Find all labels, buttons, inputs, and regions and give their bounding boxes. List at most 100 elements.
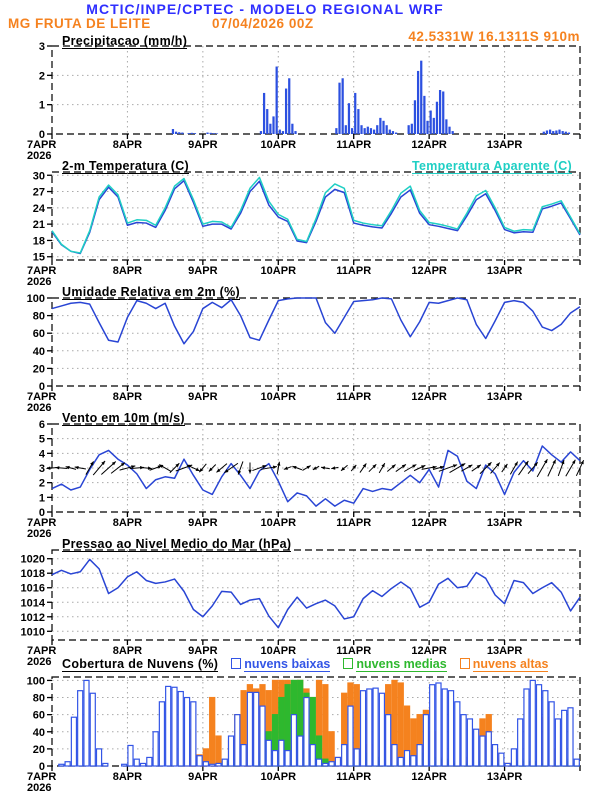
cloud-bar-cloud_low_blue bbox=[429, 684, 436, 767]
model-title: MCTIC/INPE/CPTEC - MODELO REGIONAL WRF bbox=[86, 1, 444, 17]
y-tick-label: 1 bbox=[39, 100, 45, 112]
precip-bar bbox=[174, 131, 178, 134]
x-day-label: 13APR bbox=[487, 771, 523, 783]
precip-bar bbox=[360, 125, 363, 134]
precip-bar bbox=[344, 125, 347, 134]
panel-title-pressure: Pressao ao Nivel Medio do Mar (hPa) bbox=[62, 537, 292, 552]
wind-vector-head bbox=[237, 470, 242, 475]
x-year-label: 2026 bbox=[27, 276, 51, 288]
precip-bar bbox=[291, 123, 294, 134]
precip-bar bbox=[555, 130, 558, 134]
wind-vector-head bbox=[468, 464, 473, 469]
y-tick-label: 27 bbox=[33, 187, 45, 199]
x-day-label: 10APR bbox=[261, 645, 297, 657]
wind-vector-head bbox=[524, 461, 529, 466]
precip-bar bbox=[416, 70, 420, 134]
precip-bar bbox=[545, 130, 549, 134]
cloud-bar-cloud_low_blue bbox=[290, 714, 298, 767]
cloud-bar-cloud_low_blue bbox=[441, 688, 448, 767]
legend-swatch-mid-clouds-icon bbox=[343, 658, 354, 669]
cloud-bar-cloud_low_blue bbox=[473, 728, 480, 767]
precip-bar bbox=[435, 101, 439, 134]
x-day-label: 9APR bbox=[188, 265, 217, 277]
precip-bar bbox=[366, 126, 369, 134]
cloud-bar-cloud_low_blue bbox=[102, 762, 109, 767]
cloud-bar-cloud_low_blue bbox=[479, 735, 486, 767]
cloud-bar-cloud_low_blue bbox=[177, 690, 184, 767]
y-tick-label: 1010 bbox=[21, 626, 45, 638]
wind-vector-head bbox=[496, 462, 500, 467]
x-day-label: 10APR bbox=[261, 265, 297, 277]
precip-bar bbox=[269, 123, 272, 134]
wind-vector-head bbox=[381, 463, 385, 468]
cloud-bar-cloud_low_blue bbox=[315, 758, 323, 767]
wind-vector-head bbox=[391, 464, 396, 469]
panel-title-clouds: Cobertura de Nuvens (%) bbox=[62, 657, 219, 672]
x-day-label: 11APR bbox=[336, 391, 371, 403]
y-tick-label: 80 bbox=[33, 693, 45, 705]
precip-bar bbox=[552, 131, 555, 134]
cloud-bar-cloud_low_blue bbox=[454, 701, 461, 767]
x-day-label: 11APR bbox=[336, 139, 371, 151]
precip-bar bbox=[451, 131, 454, 134]
y-tick-label: 0 bbox=[39, 507, 45, 519]
precip-bar bbox=[341, 78, 344, 134]
cloud-bar-cloud_low_blue bbox=[133, 758, 140, 767]
panel-title-temperature: 2-m Temperatura (C) bbox=[62, 159, 190, 174]
cloud-bar-cloud_low_blue bbox=[64, 761, 71, 767]
wind-vector-head bbox=[90, 461, 94, 466]
wind-vector-head bbox=[111, 461, 116, 466]
cloud-bar-cloud_low_blue bbox=[435, 682, 442, 767]
y-tick-label: 3 bbox=[39, 41, 45, 53]
cloud-bar-cloud_low_blue bbox=[196, 755, 203, 767]
precip-bar bbox=[294, 131, 297, 134]
cloud-bar-cloud_low_blue bbox=[139, 762, 147, 767]
y-tick-label: 20 bbox=[33, 363, 45, 375]
cloud-bar-cloud_low_blue bbox=[372, 687, 379, 767]
cloud-bar-cloud_low_blue bbox=[485, 731, 492, 767]
wind-vector-head bbox=[503, 464, 508, 469]
cloud-bar-cloud_low_blue bbox=[171, 686, 178, 767]
x-day-label: 13APR bbox=[487, 391, 523, 403]
x-day-label: 9APR bbox=[188, 645, 217, 657]
cloud-bar-cloud_low_blue bbox=[397, 756, 404, 767]
cloud-bar-cloud_low_blue bbox=[573, 758, 580, 767]
precip-bar bbox=[385, 125, 388, 134]
y-tick-label: 6 bbox=[39, 419, 45, 431]
wind-vector-head bbox=[514, 461, 518, 466]
precip-bar bbox=[281, 131, 285, 134]
wind-vector-head bbox=[452, 464, 458, 468]
x-year-label: 2026 bbox=[27, 402, 51, 414]
cloud-bar-cloud_low_blue bbox=[385, 714, 392, 767]
legend-item-nuvens-medias: nuvens medias bbox=[343, 658, 447, 672]
wind-vector-head bbox=[131, 465, 136, 469]
cloud-bar-cloud_low_blue bbox=[554, 718, 562, 767]
panel-frame bbox=[51, 45, 581, 135]
x-day-label: 12APR bbox=[411, 139, 447, 151]
x-year-label: 2026 bbox=[27, 150, 51, 162]
cloud-bar-cloud_low_blue bbox=[341, 744, 348, 767]
wind-vector-head bbox=[544, 459, 548, 464]
precip-bar bbox=[181, 132, 184, 134]
cloud-bar-cloud_low_blue bbox=[202, 761, 210, 767]
precip-bar bbox=[209, 132, 212, 134]
x-year-label: 2026 bbox=[27, 782, 51, 792]
cloud-bar-cloud_low_blue bbox=[209, 763, 216, 767]
wind-vector-head bbox=[216, 468, 221, 473]
precip-bar bbox=[206, 132, 209, 134]
precip-bar bbox=[259, 131, 263, 134]
y-tick-label: 60 bbox=[33, 328, 45, 340]
x-day-label: 7APR bbox=[27, 517, 56, 529]
y-tick-label: 40 bbox=[33, 346, 45, 358]
y-tick-label: 2 bbox=[39, 478, 45, 490]
wind-vector-head bbox=[277, 461, 281, 466]
x-day-label: 13APR bbox=[487, 517, 523, 529]
cloud-bar-cloud_low_blue bbox=[561, 709, 568, 767]
cloud-bar-cloud_low_blue bbox=[542, 690, 549, 767]
precip-bar bbox=[372, 129, 376, 134]
x-day-label: 9APR bbox=[188, 771, 217, 783]
wind-vector-head bbox=[262, 465, 267, 469]
cloud-bar-cloud_low_blue bbox=[378, 692, 386, 767]
precip-bar bbox=[382, 120, 385, 134]
